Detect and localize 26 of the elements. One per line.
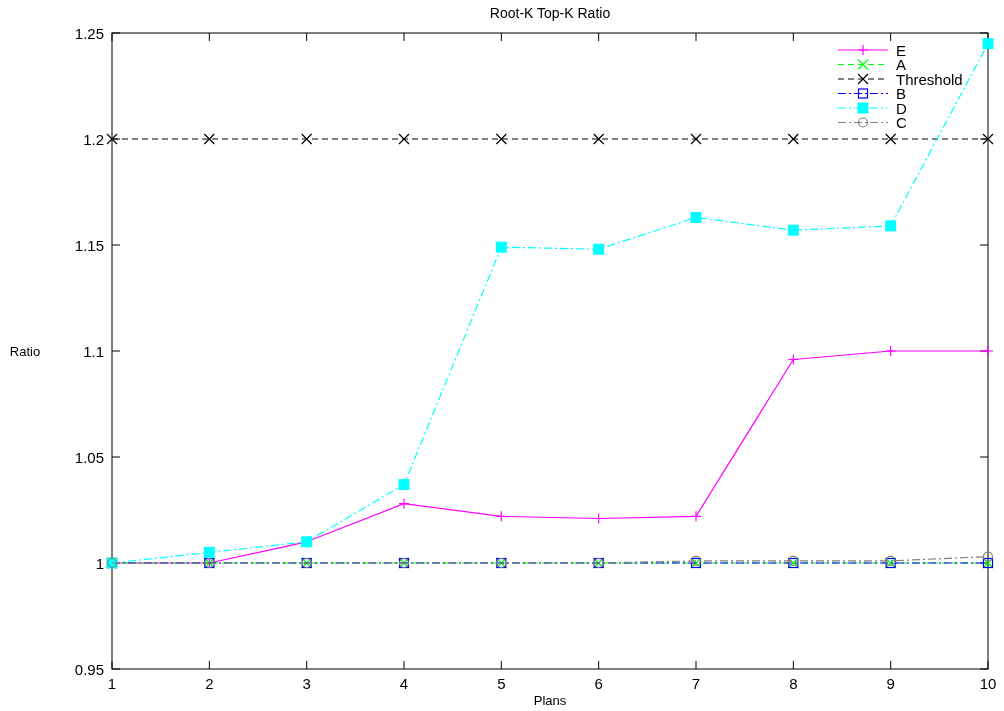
legend-label: A [896,56,907,73]
x-tick-label: 1 [107,675,117,692]
x-tick-label: 9 [886,675,895,692]
y-axis-title: Ratio [9,343,41,359]
y-tick-label: 1.2 [83,130,104,148]
y-tick-label: 1.1 [83,342,104,360]
legend-label: Threshold [896,70,963,88]
x-tick-label: 7 [691,675,701,692]
x-tick-label: 2 [205,675,214,692]
legend-label: E [896,41,907,59]
legend-label: B [896,85,907,102]
y-tick-label: 0.95 [74,660,104,678]
x-tick-label: 4 [399,675,409,692]
y-tick-label: 1.05 [74,448,104,466]
x-axis-title: Plans [533,693,567,708]
y-tick-label: 1.25 [74,24,104,42]
y-tick-label: 1 [95,554,104,572]
x-tick-label: 6 [594,675,603,692]
legend-label: C [896,114,907,131]
legend-label: D [896,99,907,117]
x-tick-label: 8 [789,675,798,692]
x-tick-label: 3 [302,675,311,692]
x-tick-label: 10 [979,675,997,692]
y-tick-label: 1.15 [74,236,104,254]
x-tick-label: 5 [497,675,506,692]
chart-title: Root-K Top-K Ratio [489,5,611,21]
